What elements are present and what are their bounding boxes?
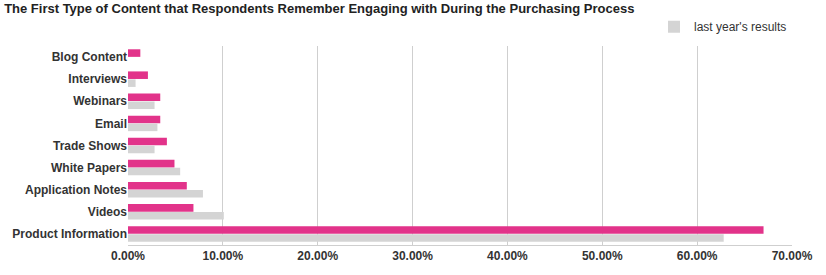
- svg-text:20.00%: 20.00%: [297, 249, 338, 263]
- svg-text:White Papers: White Papers: [51, 161, 127, 175]
- svg-text:10.00%: 10.00%: [203, 249, 244, 263]
- svg-text:Email: Email: [95, 117, 127, 131]
- svg-text:Trade Shows: Trade Shows: [53, 139, 127, 153]
- svg-text:Webinars: Webinars: [73, 94, 127, 108]
- svg-text:40.00%: 40.00%: [487, 249, 528, 263]
- svg-text:50.00%: 50.00%: [582, 249, 623, 263]
- svg-text:Application Notes: Application Notes: [25, 183, 127, 197]
- svg-text:Blog Content: Blog Content: [52, 50, 127, 64]
- svg-text:60.00%: 60.00%: [677, 249, 718, 263]
- svg-text:70.00%: 70.00%: [772, 249, 813, 263]
- svg-text:30.00%: 30.00%: [392, 249, 433, 263]
- svg-text:last year's results: last year's results: [694, 20, 786, 34]
- svg-text:0.00%: 0.00%: [111, 249, 145, 263]
- svg-text:Videos: Videos: [88, 205, 127, 219]
- svg-text:Product Information: Product Information: [12, 227, 127, 241]
- svg-text:The First Type of Content that: The First Type of Content that Responden…: [4, 1, 634, 16]
- svg-text:Interviews: Interviews: [68, 72, 127, 86]
